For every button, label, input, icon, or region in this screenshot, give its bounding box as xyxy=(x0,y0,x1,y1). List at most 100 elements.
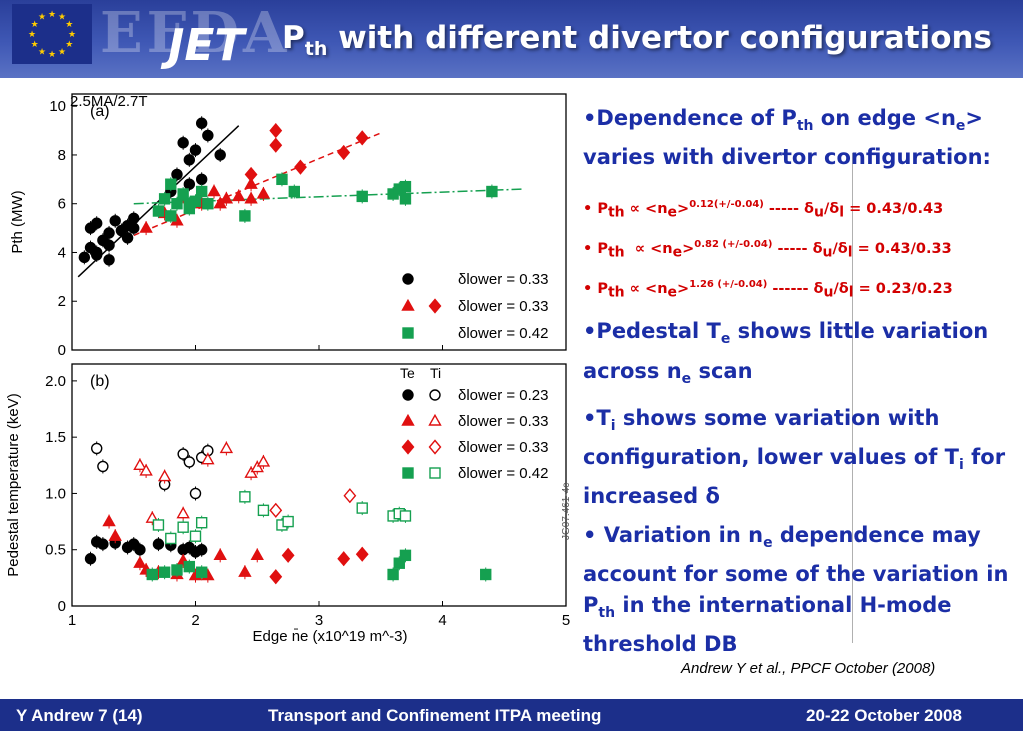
b2-t4: scan xyxy=(691,358,753,383)
data-point xyxy=(355,130,369,146)
fit-line-2: • Pth ∝ <ne>0.82 (+/-0.04) ----- δu/δl =… xyxy=(583,238,952,261)
data-point xyxy=(133,556,147,568)
data-point xyxy=(152,205,165,217)
data-point xyxy=(183,154,196,166)
legend-label: δlower = 0.33 xyxy=(458,271,548,288)
data-point xyxy=(219,191,234,204)
legend-header-te: Te xyxy=(400,365,415,381)
eu-star: ★ xyxy=(58,13,66,23)
data-point xyxy=(195,173,208,186)
data-point xyxy=(78,251,91,264)
data-point xyxy=(269,502,283,518)
x-tick-label: 5 xyxy=(562,612,570,629)
y-tick-label: 1.0 xyxy=(45,485,66,502)
b3-t4: for increased δ xyxy=(583,444,1006,509)
data-point xyxy=(356,190,368,203)
header-banner: ★ ★ ★ ★ ★ ★ ★ ★ ★ ★ ★ ★ EFDA JET Pth with different… xyxy=(0,0,1023,78)
jet-logo: JET xyxy=(168,20,244,71)
b3-s1: i xyxy=(610,417,616,434)
data-point xyxy=(282,515,294,528)
b2-t2: shows little variation across n xyxy=(583,319,989,383)
x-tick-label: 4 xyxy=(438,612,446,629)
b1-s1: th xyxy=(796,118,814,135)
data-point xyxy=(183,560,196,573)
data-point xyxy=(355,546,369,562)
eu-star: ★ xyxy=(31,20,39,30)
data-point xyxy=(90,442,103,455)
data-point xyxy=(244,466,258,478)
data-point xyxy=(133,458,147,471)
data-point xyxy=(195,566,208,578)
y-tick-label: 4 xyxy=(58,244,66,261)
data-point xyxy=(232,189,246,202)
y-tick-label: 0 xyxy=(58,342,66,359)
data-point xyxy=(139,220,153,233)
legend-marker xyxy=(429,467,441,479)
data-point xyxy=(393,557,405,569)
b3-t2: shows some variation with configuration,… xyxy=(583,405,960,469)
b4-t4: in the international H-mode threshold DB xyxy=(583,593,952,657)
panel-b: 0 0.5 1.0 1.5 2.0 1 2 3 4 5 (b) Pedestal temperatur… xyxy=(5,363,570,629)
fit-line xyxy=(77,125,240,278)
data-point xyxy=(177,137,189,149)
b1-t0: •Dependence of P xyxy=(583,106,797,130)
eu-star: ★ xyxy=(28,30,36,40)
panel-a: 0 2 4 6 8 10 (a) Pth (MW) δlower = 0.33 δlower = … xyxy=(9,93,567,359)
legend-label: δlower = 0.42 xyxy=(458,465,548,482)
data-point xyxy=(399,180,412,193)
y-tick-label: 8 xyxy=(58,147,66,164)
data-point xyxy=(165,532,177,545)
b2-t0: •Pedestal T xyxy=(583,319,721,344)
eu-star: ★ xyxy=(65,20,73,30)
data-point xyxy=(146,568,158,581)
legend-label: δlower = 0.42 xyxy=(458,325,548,342)
data-point xyxy=(244,191,258,204)
legend-marker xyxy=(401,439,415,455)
b1-t4: > varies with divertor configuration: xyxy=(583,106,991,170)
footer-meeting: Transport and Confinement ITPA meeting xyxy=(268,706,602,725)
data-point xyxy=(480,568,492,581)
title-p: P xyxy=(282,20,305,56)
x-axis-label: Edge n̄e (x10^19 m^-3) xyxy=(253,628,408,645)
eu-star: ★ xyxy=(38,47,46,57)
divider-line xyxy=(852,153,853,643)
data-point xyxy=(239,491,251,503)
data-point xyxy=(257,504,270,517)
data-point xyxy=(103,254,115,266)
data-point xyxy=(337,551,351,567)
bullet-2: •Pedestal Te shows little variation acro… xyxy=(583,316,1013,394)
legend-marker xyxy=(428,413,442,426)
eu-star: ★ xyxy=(38,13,46,23)
legend-marker xyxy=(402,389,414,401)
eu-star: ★ xyxy=(31,40,39,50)
data-point xyxy=(158,566,171,578)
data-point xyxy=(399,510,412,522)
data-point xyxy=(399,549,412,562)
data-point xyxy=(195,117,208,129)
data-point xyxy=(256,454,271,467)
data-point xyxy=(239,210,251,222)
data-point xyxy=(387,568,399,581)
data-point xyxy=(90,246,103,259)
data-point xyxy=(171,168,183,181)
legend-label: δlower = 0.33 xyxy=(458,413,548,430)
b2-s1: e xyxy=(720,331,731,348)
footer-bar: Y Andrew 7 (14) Transport and Confinemen… xyxy=(0,699,1023,731)
data-point xyxy=(256,186,271,199)
data-point xyxy=(115,224,128,237)
data-point xyxy=(97,538,109,550)
data-point xyxy=(109,215,121,227)
b1-t2: on edge <n xyxy=(813,106,956,130)
data-point xyxy=(294,159,307,175)
b1-s3: e xyxy=(955,118,966,135)
legend-marker xyxy=(429,389,441,401)
data-point xyxy=(171,198,183,210)
citation: Andrew Y et al., PPCF October (2008) xyxy=(681,660,936,677)
x-tick-label: 3 xyxy=(315,612,323,629)
data-point xyxy=(128,222,140,234)
y-tick-label: 2.0 xyxy=(45,373,66,390)
data-point xyxy=(102,514,116,527)
panel-label: (a) xyxy=(90,103,110,120)
data-point xyxy=(269,137,283,153)
legend-marker xyxy=(401,298,415,311)
